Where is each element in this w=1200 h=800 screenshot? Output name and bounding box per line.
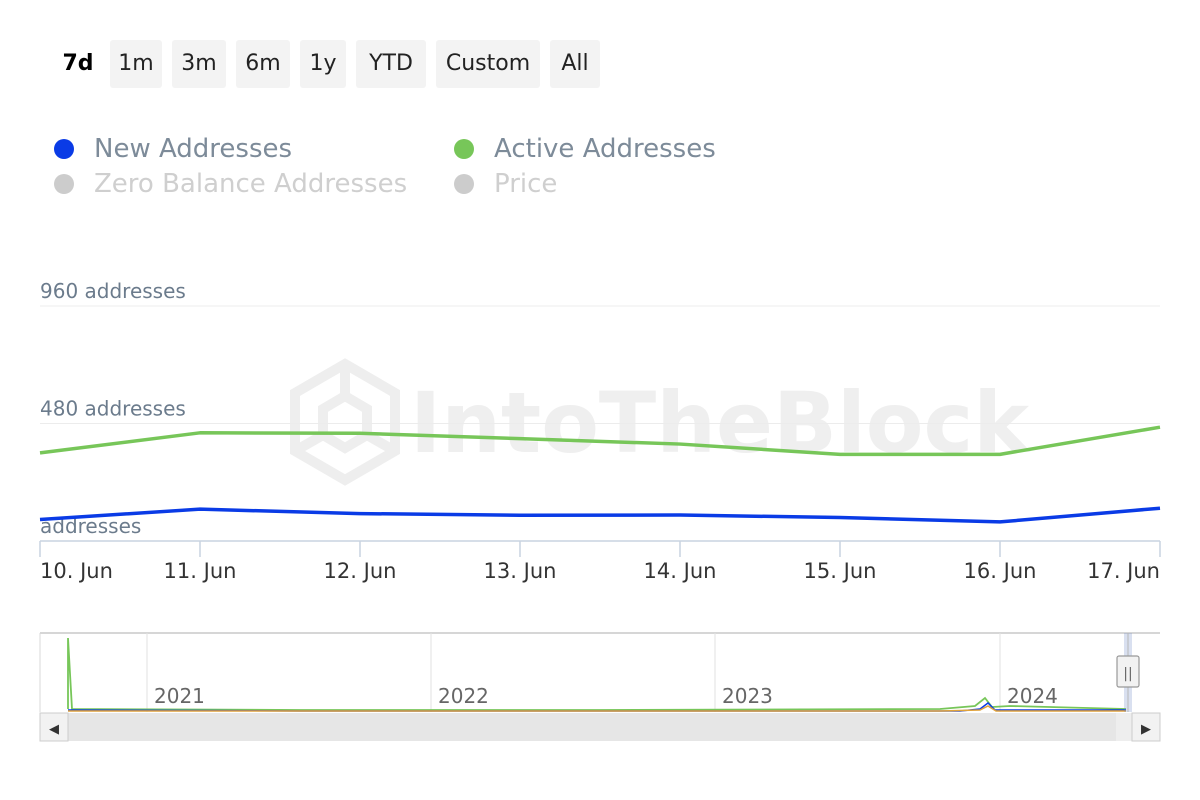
legend-item-active-addresses[interactable]: Active Addresses: [454, 132, 716, 166]
range-button-6m[interactable]: 6m: [236, 40, 290, 88]
scroll-left-icon: ◀: [49, 722, 59, 737]
legend-label: New Addresses: [94, 134, 293, 164]
series: [39, 425, 1161, 524]
x-tick-label: 17. Jun: [1087, 559, 1160, 583]
watermark: IntoTheBlock: [290, 358, 1031, 486]
series-active-addresses: [39, 425, 1161, 457]
navigator-year-label: 2021: [154, 684, 205, 708]
x-tick-label: 15. Jun: [804, 559, 877, 583]
watermark-logo-icon: [290, 358, 400, 486]
series-line: [39, 506, 1161, 524]
y-tick-label: 480 addresses: [40, 397, 186, 421]
navigator-active-addresses-line: [67, 637, 1127, 711]
x-tick-label: 14. Jun: [644, 559, 717, 583]
navigator-year-label: 2022: [438, 684, 489, 708]
legend-dot-zero-balance-addresses: [54, 174, 74, 194]
scroll-right-icon: ▶: [1141, 722, 1151, 737]
range-button-all[interactable]: All: [550, 40, 600, 88]
legend-item-zero-balance-addresses[interactable]: Zero Balance Addresses: [54, 167, 407, 201]
navigator-year-label: 2023: [722, 684, 773, 708]
x-axis: 10. Jun 11. Jun 12. Jun 13. Jun 14. Jun 15. J…: [39, 540, 1161, 583]
scrollbar-left-button[interactable]: [39, 712, 69, 742]
range-button-custom[interactable]: Custom: [436, 40, 540, 88]
range-button-7d[interactable]: 7d: [52, 40, 104, 88]
scrollbar-right-button[interactable]: [1131, 712, 1161, 742]
legend-label: Zero Balance Addresses: [94, 169, 408, 199]
navigator[interactable]: 2021 2022 2023 2024 ||: [39, 632, 1160, 712]
navigator-price-line: [68, 705, 1126, 712]
navigator-year-label: 2024: [1007, 684, 1058, 708]
grid: [40, 305, 1160, 424]
range-button-ytd[interactable]: YTD: [356, 40, 426, 88]
legend-item-price[interactable]: Price: [454, 167, 557, 201]
legend-label: Price: [494, 169, 558, 199]
navigator-handle-grip-icon: ||: [1123, 666, 1132, 682]
range-button-1y[interactable]: 1y: [300, 40, 346, 88]
x-tick-label: 10. Jun: [40, 559, 113, 583]
x-tick-label: 13. Jun: [484, 559, 557, 583]
navigator-handle-box[interactable]: [1116, 655, 1140, 688]
scrollbar-thumb[interactable]: [68, 713, 1116, 741]
range-button-1m[interactable]: 1m: [110, 40, 162, 88]
legend-dot-price: [454, 174, 474, 194]
scrollbar[interactable]: ◀ ▶: [39, 712, 1161, 742]
navigator-handle[interactable]: ||: [1116, 655, 1140, 688]
legend-dot-new-addresses: [54, 139, 74, 159]
series-line: [39, 425, 1161, 457]
series-new-addresses: [39, 506, 1161, 524]
legend: New Addresses Active Addresses Zero Bala…: [54, 132, 854, 212]
legend-dot-active-addresses: [454, 139, 474, 159]
legend-label: Active Addresses: [494, 134, 716, 164]
range-button-3m[interactable]: 3m: [172, 40, 226, 88]
x-tick-label: 11. Jun: [164, 559, 237, 583]
x-tick-label: 12. Jun: [324, 559, 397, 583]
x-tick-label: 16. Jun: [964, 559, 1037, 583]
legend-item-new-addresses[interactable]: New Addresses: [54, 132, 292, 166]
y-tick-label: 960 addresses: [40, 279, 186, 303]
